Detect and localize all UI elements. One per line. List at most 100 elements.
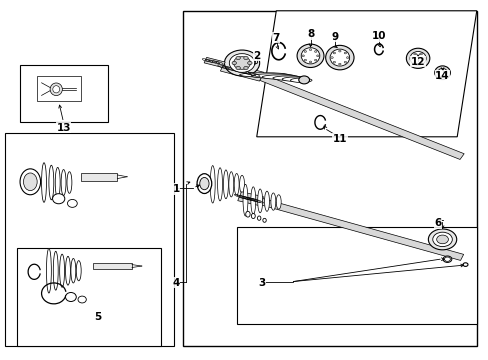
Ellipse shape — [301, 55, 304, 57]
Polygon shape — [220, 62, 263, 81]
Ellipse shape — [234, 174, 239, 195]
Text: 12: 12 — [410, 57, 425, 67]
Ellipse shape — [442, 256, 451, 262]
Ellipse shape — [55, 167, 60, 198]
Ellipse shape — [409, 51, 426, 65]
Ellipse shape — [434, 66, 449, 80]
Ellipse shape — [406, 48, 429, 68]
Ellipse shape — [444, 257, 449, 261]
Ellipse shape — [257, 189, 262, 213]
Text: 9: 9 — [331, 32, 338, 42]
Ellipse shape — [332, 61, 335, 63]
Ellipse shape — [338, 63, 341, 65]
Ellipse shape — [67, 199, 77, 207]
Ellipse shape — [437, 68, 447, 77]
Bar — [183, 11, 476, 346]
Ellipse shape — [245, 211, 249, 217]
Ellipse shape — [436, 235, 447, 244]
Ellipse shape — [53, 86, 60, 93]
Ellipse shape — [270, 193, 275, 210]
Ellipse shape — [223, 170, 228, 199]
Ellipse shape — [239, 175, 244, 193]
Ellipse shape — [229, 54, 254, 72]
Ellipse shape — [251, 213, 255, 219]
Ellipse shape — [224, 50, 259, 76]
Ellipse shape — [462, 263, 467, 266]
Ellipse shape — [243, 57, 248, 60]
Ellipse shape — [210, 166, 215, 203]
Ellipse shape — [413, 53, 415, 55]
Ellipse shape — [344, 52, 346, 54]
Ellipse shape — [231, 61, 236, 65]
Text: 4: 4 — [172, 278, 180, 288]
Ellipse shape — [243, 184, 247, 216]
Ellipse shape — [228, 172, 233, 197]
Bar — [5, 133, 173, 346]
Ellipse shape — [250, 187, 255, 214]
Ellipse shape — [314, 59, 316, 61]
Ellipse shape — [304, 50, 306, 52]
Ellipse shape — [346, 57, 348, 58]
Ellipse shape — [263, 218, 265, 222]
Ellipse shape — [432, 232, 451, 247]
Ellipse shape — [325, 45, 353, 70]
Ellipse shape — [46, 248, 51, 293]
Bar — [37, 76, 81, 101]
Ellipse shape — [329, 49, 349, 66]
Ellipse shape — [344, 61, 346, 63]
Ellipse shape — [50, 83, 62, 95]
Bar — [93, 263, 132, 269]
Ellipse shape — [282, 77, 308, 81]
Ellipse shape — [247, 61, 252, 65]
Ellipse shape — [316, 55, 319, 57]
Text: 11: 11 — [332, 134, 346, 144]
Polygon shape — [260, 199, 463, 260]
Ellipse shape — [53, 251, 58, 290]
Ellipse shape — [419, 53, 422, 55]
Ellipse shape — [314, 50, 316, 52]
Ellipse shape — [20, 169, 41, 195]
Text: 7: 7 — [272, 33, 280, 43]
Ellipse shape — [60, 254, 64, 287]
Ellipse shape — [276, 195, 281, 209]
Ellipse shape — [290, 78, 311, 82]
Ellipse shape — [304, 59, 306, 61]
Ellipse shape — [23, 173, 37, 191]
Ellipse shape — [262, 75, 299, 79]
Ellipse shape — [257, 216, 261, 220]
Ellipse shape — [409, 57, 412, 59]
Text: 13: 13 — [56, 123, 71, 133]
Ellipse shape — [298, 76, 309, 84]
Ellipse shape — [297, 44, 323, 68]
Ellipse shape — [199, 177, 208, 190]
Ellipse shape — [235, 57, 240, 60]
Ellipse shape — [65, 256, 70, 285]
Ellipse shape — [422, 57, 425, 59]
Ellipse shape — [338, 50, 341, 52]
Polygon shape — [259, 75, 463, 159]
Ellipse shape — [41, 163, 46, 202]
Polygon shape — [256, 11, 476, 137]
Ellipse shape — [301, 48, 319, 64]
Ellipse shape — [49, 165, 54, 200]
Ellipse shape — [78, 296, 86, 303]
Ellipse shape — [61, 170, 66, 195]
Ellipse shape — [71, 258, 76, 283]
Ellipse shape — [272, 76, 304, 80]
Bar — [20, 65, 107, 122]
Text: 2: 2 — [253, 51, 260, 61]
Ellipse shape — [65, 292, 76, 302]
Text: 5: 5 — [94, 312, 101, 322]
Ellipse shape — [235, 66, 240, 69]
Ellipse shape — [67, 172, 72, 193]
Ellipse shape — [239, 73, 288, 77]
Ellipse shape — [427, 229, 456, 250]
Text: 3: 3 — [258, 278, 264, 288]
Ellipse shape — [243, 66, 248, 69]
Ellipse shape — [197, 174, 211, 194]
Text: 1: 1 — [172, 184, 179, 194]
Ellipse shape — [233, 57, 250, 69]
Ellipse shape — [419, 62, 422, 64]
Ellipse shape — [251, 74, 294, 78]
Polygon shape — [203, 57, 225, 68]
